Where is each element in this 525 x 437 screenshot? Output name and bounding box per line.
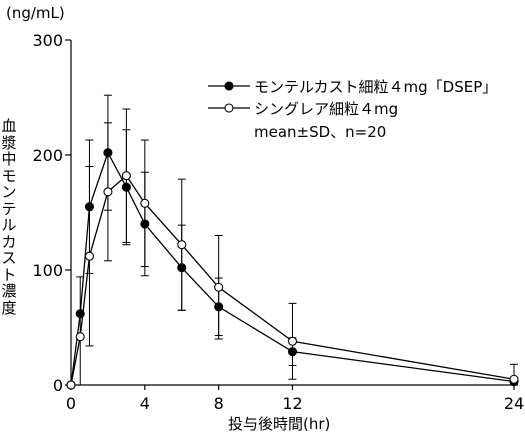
- legend-series-2-label: シングレア細粒４mg: [254, 100, 399, 118]
- y-axis-label-char: モ: [1, 166, 17, 185]
- y-axis-label-char: ス: [1, 249, 17, 267]
- y-tick-label: 100: [32, 261, 63, 280]
- y-axis-label-char: 濃: [1, 282, 17, 300]
- y-axis-label-char: カ: [1, 232, 17, 251]
- y-axis-label-char: 中: [1, 150, 17, 168]
- x-tick-label: 4: [140, 394, 150, 413]
- y-axis-label-char: ン: [1, 183, 17, 201]
- series-lines: [70, 151, 515, 386]
- data-point-open: [75, 332, 85, 342]
- data-point-filled: [140, 219, 150, 229]
- y-unit-label: (ng/mL): [6, 4, 65, 22]
- data-point-filled: [103, 148, 113, 158]
- data-point-open: [103, 187, 113, 197]
- legend-marker-1: [224, 81, 234, 91]
- data-point-open: [66, 380, 76, 390]
- data-point-open: [177, 240, 187, 250]
- data-point-filled: [214, 302, 224, 312]
- data-point-filled: [121, 182, 131, 192]
- series-line-1: [70, 151, 515, 386]
- axes: 0 100 200 300 0 4 8 12 24: [32, 31, 524, 413]
- x-tick-label: 8: [214, 394, 224, 413]
- y-tick-label: 300: [32, 31, 63, 50]
- legend-markers: [208, 81, 250, 113]
- data-point-filled: [177, 263, 187, 273]
- data-point-filled: [84, 202, 95, 212]
- data-point-open: [140, 198, 150, 208]
- x-tick-label: 24: [504, 394, 524, 413]
- x-tick-label: 12: [282, 394, 302, 413]
- y-axis-label-char: 度: [1, 298, 17, 317]
- data-point-open: [287, 336, 298, 346]
- y-axis-label-char: ル: [1, 216, 17, 234]
- y-axis-label-char: 漿: [1, 133, 17, 152]
- y-axis-label: 血漿中モンテルカスト濃度: [0, 118, 18, 316]
- series-line-2: [70, 174, 515, 386]
- x-axis-label: 投与後時間(hr): [228, 415, 331, 433]
- y-axis-label-char: テ: [1, 199, 17, 218]
- data-point-open: [214, 282, 224, 292]
- data-point-open: [509, 374, 519, 384]
- legend-series-1-label: モンテルカスト細粒４mg「DSEP」: [254, 78, 498, 96]
- x-tick-label: 0: [66, 394, 76, 413]
- y-tick-label: 0: [53, 376, 63, 395]
- y-axis-label-char: ト: [1, 265, 17, 284]
- data-point-filled: [75, 309, 85, 319]
- data-point-filled: [287, 347, 298, 357]
- legend-marker-2: [224, 103, 234, 113]
- legend-note: mean±SD、n=20: [254, 123, 387, 141]
- y-tick-label: 200: [32, 146, 63, 165]
- series-markers: [66, 148, 519, 390]
- y-axis-label-char: 血: [1, 117, 17, 135]
- data-point-open: [84, 251, 95, 261]
- data-point-open: [121, 171, 131, 181]
